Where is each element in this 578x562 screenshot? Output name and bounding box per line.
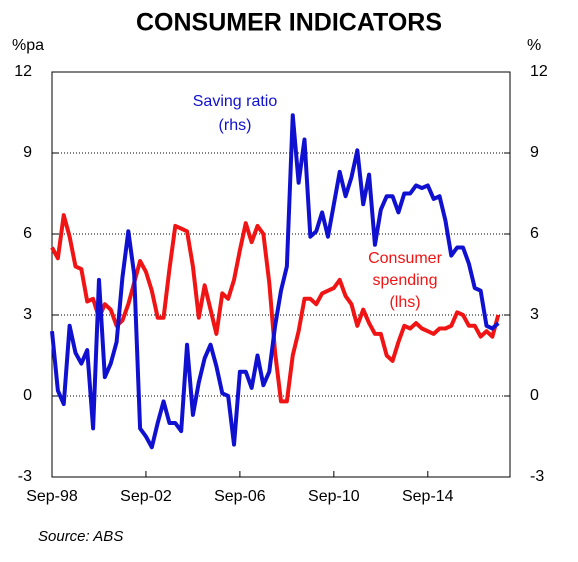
- y2-tick-label: -3: [530, 468, 544, 485]
- chart-title: CONSUMER INDICATORS: [136, 9, 442, 37]
- x-tick-label: Sep-06: [214, 488, 266, 505]
- annotation: spending: [373, 272, 438, 289]
- series-line: [50, 113, 500, 450]
- annotation: Saving ratio: [193, 93, 278, 110]
- x-tick-label: Sep-14: [402, 488, 454, 505]
- y-tick-label: -3: [18, 468, 32, 485]
- y-axis-label: %pa: [12, 37, 44, 54]
- x-tick-label: Sep-02: [120, 488, 172, 505]
- annotation: (lhs): [389, 294, 420, 311]
- y-tick-label: 6: [23, 225, 32, 242]
- x-tick-label: Sep-10: [308, 488, 360, 505]
- y2-tick-label: 12: [530, 63, 548, 80]
- y2-tick-label: 3: [530, 306, 539, 323]
- y2-tick-label: 0: [530, 387, 539, 404]
- y-tick-label: 9: [23, 144, 32, 161]
- y-tick-label: 12: [14, 63, 32, 80]
- y-tick-label: 3: [23, 306, 32, 323]
- x-tick-label: Sep-98: [26, 488, 78, 505]
- plot-frame: [51, 71, 511, 478]
- y-tick-label: 0: [23, 387, 32, 404]
- y2-axis-label: %: [527, 37, 541, 54]
- annotation: (rhs): [219, 117, 252, 134]
- source: Source: ABS: [38, 528, 123, 545]
- series-line: [50, 213, 501, 404]
- annotation: Consumer: [368, 250, 442, 267]
- y2-tick-label: 6: [530, 225, 539, 242]
- y2-tick-label: 9: [530, 144, 539, 161]
